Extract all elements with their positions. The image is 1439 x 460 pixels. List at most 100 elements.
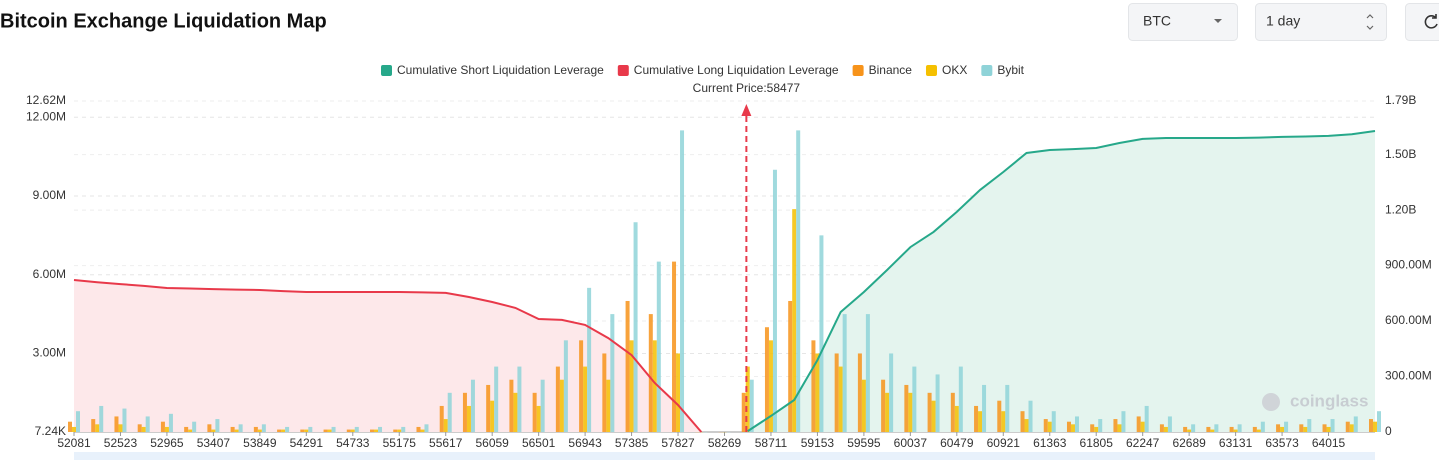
symbol-value: BTC [1143,13,1171,29]
bar [1098,419,1103,432]
bar [606,379,611,432]
bar [764,327,769,432]
bar [1353,416,1358,432]
bar [1140,421,1145,432]
bar [768,340,773,432]
bar [772,169,777,432]
bar [91,419,96,432]
x-tick-label: 62247 [1126,436,1160,450]
bar [1373,421,1377,432]
bar [207,424,212,432]
bar [300,429,305,432]
bar [1020,411,1025,432]
symbol-select[interactable] [1128,3,1238,41]
x-tick-label: 52081 [57,436,91,450]
bar [211,429,216,432]
bar [462,392,467,432]
bar [308,426,313,432]
bar [815,353,820,432]
bar [1229,426,1234,432]
plot-area [68,100,1381,436]
x-tick-label: 59153 [801,436,835,450]
annotation: Current Price:58477 [693,81,801,95]
bar [95,424,100,432]
x-tick-label: 64015 [1312,436,1346,450]
bar [164,426,169,432]
x-tick-label: 63131 [1219,436,1253,450]
bar [540,379,545,432]
range-select[interactable] [1255,3,1387,41]
bar [261,424,266,432]
bar [1094,426,1099,432]
bar [1090,424,1095,432]
bar [443,419,448,432]
x-tick-label: 60479 [940,436,974,450]
bar [1326,426,1331,432]
x-tick-label: 62689 [1172,436,1206,450]
legend-swatch [617,65,629,76]
refresh-button[interactable] [1405,3,1439,41]
x-tick-label: 63573 [1265,436,1299,450]
legend-label: Cumulative Long Liquidation Leverage [634,63,839,77]
bar [1280,426,1285,432]
bar [253,426,258,432]
zoom-slider[interactable] [74,452,1375,460]
bar [563,340,568,432]
bar [1252,426,1257,432]
bar [1121,411,1126,432]
bar [532,392,537,432]
bar [889,353,894,432]
bar [908,392,913,432]
bar [579,340,584,432]
bar [676,353,681,432]
bar [974,405,979,432]
area [747,131,1375,432]
bar [416,426,421,432]
bar [842,314,847,432]
bar [354,426,359,432]
x-tick-label: 53407 [197,436,231,450]
bar [1117,424,1122,432]
bar [374,429,379,432]
bar [137,424,142,432]
bar [610,314,615,432]
bar [1183,426,1188,432]
bar [1159,424,1164,432]
bar [68,421,72,432]
y2-tick-label: 0 [1385,424,1392,438]
bar [1206,426,1211,432]
bar [1028,400,1033,432]
bar [397,429,402,432]
bar [792,209,797,432]
x-tick-label: 55175 [383,436,417,450]
bar [1322,424,1327,432]
x-tick-label: 56059 [475,436,509,450]
bar [370,429,375,432]
legend-swatch [852,65,864,76]
bar [796,130,801,432]
legend-label: Bybit [997,63,1024,77]
bar [439,405,444,432]
legend-label: Cumulative Short Liquidation Leverage [397,63,604,77]
bar [648,314,653,432]
bar [1191,424,1196,432]
bar [238,424,243,432]
bar [350,429,355,432]
bar [997,400,1002,432]
bar [304,429,309,432]
bar [122,408,127,432]
bar [1066,421,1071,432]
bar [420,429,425,432]
bar [838,366,843,432]
bar [1070,424,1075,432]
bar [1005,384,1010,432]
bar [257,429,262,432]
bar [184,426,189,432]
bar [470,379,475,432]
dropdown-arrow [1214,19,1222,23]
bar [745,366,750,432]
y2-tick-label: 1.50B [1385,147,1416,161]
legend-swatch [381,65,392,76]
line [747,130,1376,432]
